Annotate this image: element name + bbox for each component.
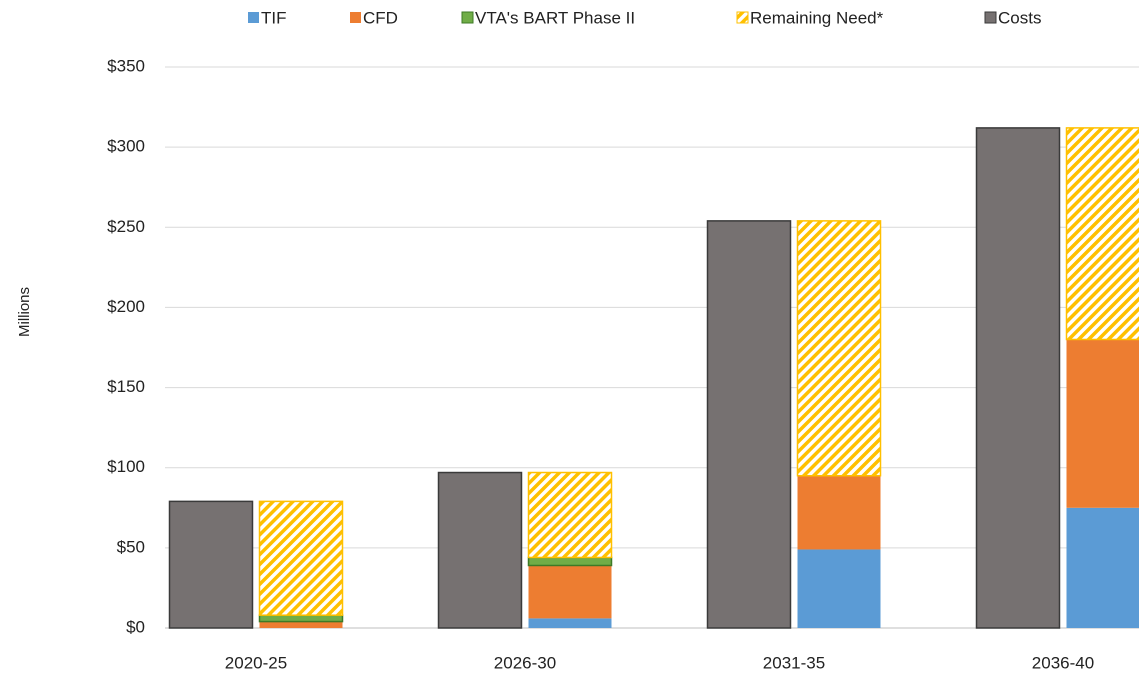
bar <box>527 556 613 567</box>
bar <box>796 220 882 477</box>
bar <box>259 621 343 628</box>
bar <box>706 220 792 629</box>
legend-label: Remaining Need* <box>750 8 884 27</box>
legend-swatch <box>350 12 361 23</box>
bar <box>1065 127 1139 341</box>
legend-label: VTA's BART Phase II <box>475 8 635 27</box>
x-tick-label: 2020-25 <box>225 653 287 672</box>
bar <box>797 475 881 550</box>
legend-swatch <box>461 11 474 24</box>
bar <box>258 614 344 623</box>
bar <box>975 127 1061 629</box>
bar <box>168 500 254 629</box>
x-tick-label: 2036-40 <box>1032 653 1094 672</box>
y-tick-label: $350 <box>107 56 145 75</box>
y-axis-label: Millions <box>16 287 33 337</box>
y-tick-label: $0 <box>126 617 145 636</box>
y-tick-label: $250 <box>107 217 145 236</box>
legend-swatch <box>248 12 259 23</box>
bar <box>1066 339 1139 508</box>
bar <box>437 471 523 629</box>
bar <box>527 471 613 559</box>
y-tick-label: $50 <box>117 537 145 556</box>
bar <box>258 500 344 616</box>
y-tick-label: $300 <box>107 137 145 156</box>
bar <box>1066 507 1139 628</box>
x-tick-label: 2026-30 <box>494 653 556 672</box>
y-tick-label: $150 <box>107 377 145 396</box>
legend-label: CFD <box>363 8 398 27</box>
y-tick-label: $200 <box>107 297 145 316</box>
y-tick-label: $100 <box>107 457 145 476</box>
legend-swatch <box>984 11 997 24</box>
bar <box>528 565 612 619</box>
x-tick-label: 2031-35 <box>763 653 825 672</box>
legend-label: Costs <box>998 8 1041 27</box>
bar <box>797 549 881 628</box>
legend-label: TIF <box>261 8 287 27</box>
bar <box>528 618 612 628</box>
legend-swatch <box>736 11 749 24</box>
